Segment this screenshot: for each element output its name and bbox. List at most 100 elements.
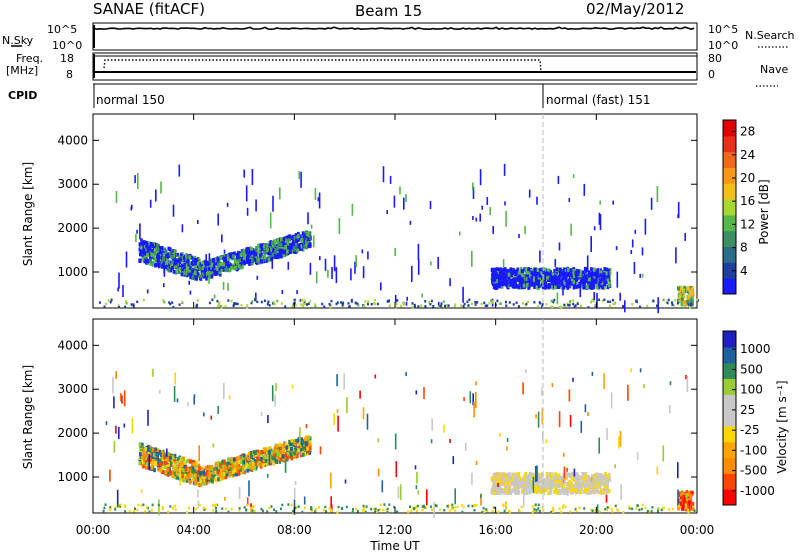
echo-cell <box>585 489 589 493</box>
echo-cell <box>582 275 585 280</box>
echo-cell <box>235 472 239 477</box>
echo-cell <box>209 478 212 482</box>
echo-cell <box>397 486 400 499</box>
echo-cell <box>559 272 562 277</box>
echo-cell <box>282 239 285 244</box>
echo-cell <box>491 301 494 304</box>
echo-cell <box>189 290 192 295</box>
echo-cell <box>520 269 524 274</box>
echo-cell <box>201 474 205 479</box>
echo-cell <box>533 281 537 286</box>
echo-cell <box>585 486 588 490</box>
echo-cell <box>191 272 195 277</box>
echo-cell <box>280 507 282 511</box>
echo-cell <box>287 446 290 451</box>
echo-cell <box>494 478 497 483</box>
echo-cell <box>170 260 174 265</box>
echo-cell <box>678 294 682 299</box>
echo-cell <box>227 299 230 302</box>
echo-cell <box>300 448 303 453</box>
echo-cell <box>587 273 591 277</box>
echo-cell <box>531 505 534 508</box>
echo-cell <box>505 282 509 287</box>
echo-cell <box>572 268 575 273</box>
echo-cell <box>124 505 127 509</box>
echo-cell <box>266 473 269 478</box>
echo-cell <box>682 506 685 511</box>
echo-cell <box>551 305 554 309</box>
echo-cell <box>199 482 202 487</box>
echo-cell <box>177 472 180 477</box>
echo-cell <box>588 279 592 284</box>
echo-cell <box>588 479 592 484</box>
nave-tick-top: 80 <box>708 52 722 65</box>
echo-cell <box>638 508 641 512</box>
echo-cell <box>548 483 551 488</box>
echo-cell <box>188 268 191 273</box>
echo-cell <box>678 493 681 498</box>
echo-cell <box>672 304 675 307</box>
echo-cell <box>268 449 271 466</box>
echo-cell <box>399 484 402 501</box>
echo-cell <box>104 503 107 506</box>
echo-cell <box>479 213 481 222</box>
nsearch-tick-top: 10^5 <box>708 23 738 36</box>
echo-cell <box>324 258 327 271</box>
echo-cell <box>690 303 693 307</box>
echo-cell <box>307 237 310 242</box>
echo-cell <box>196 469 200 474</box>
echo-cell <box>620 484 622 501</box>
echo-cell <box>246 459 249 464</box>
echo-cell <box>164 455 167 460</box>
echo-cell <box>201 266 205 271</box>
echo-cell <box>537 305 539 308</box>
echo-cell <box>264 459 268 463</box>
echo-cell <box>300 441 304 446</box>
echo-cell <box>603 270 606 274</box>
echo-cell <box>542 508 545 512</box>
echo-cell <box>395 302 398 306</box>
echo-cell <box>590 489 593 494</box>
echo-cell <box>601 274 605 279</box>
echo-cell <box>314 304 317 308</box>
echo-cell <box>157 255 161 260</box>
echo-cell <box>551 479 554 484</box>
echo-cell <box>475 381 477 386</box>
echo-cell <box>578 275 581 280</box>
echo-cell <box>221 460 224 465</box>
echo-cell <box>327 269 329 278</box>
echo-cell <box>634 229 637 234</box>
echo-cell <box>577 284 581 289</box>
echo-cell <box>174 264 178 269</box>
echo-cell <box>255 292 257 301</box>
echo-cell <box>558 281 561 286</box>
echo-cell <box>163 449 165 458</box>
echo-cell <box>566 272 569 277</box>
echo-cell <box>454 505 457 509</box>
echo-cell <box>263 299 266 302</box>
echo-cell <box>589 485 592 489</box>
echo-cell <box>190 477 194 482</box>
echo-cell <box>541 279 545 284</box>
echo-cell <box>603 272 606 285</box>
echo-cell <box>585 276 588 281</box>
echo-cell <box>152 452 156 457</box>
echo-cell <box>273 453 276 458</box>
echo-cell <box>494 286 498 290</box>
echo-cell <box>329 304 332 307</box>
echo-cell <box>514 472 518 477</box>
echo-cell <box>329 507 332 511</box>
echo-cell <box>205 263 209 268</box>
echo-cell <box>246 306 249 309</box>
echo-cell <box>305 442 308 446</box>
echo-cell <box>215 270 219 275</box>
echo-cell <box>508 472 511 477</box>
echo-cell <box>242 460 246 465</box>
echo-cell <box>288 234 292 239</box>
echo-cell <box>691 501 695 506</box>
velocity-colorbar-tick-label: 1000 <box>740 342 771 356</box>
echo-cell <box>318 192 321 209</box>
echo-cell <box>505 480 508 485</box>
echo-cell <box>535 509 538 512</box>
echo-cell <box>677 489 679 506</box>
